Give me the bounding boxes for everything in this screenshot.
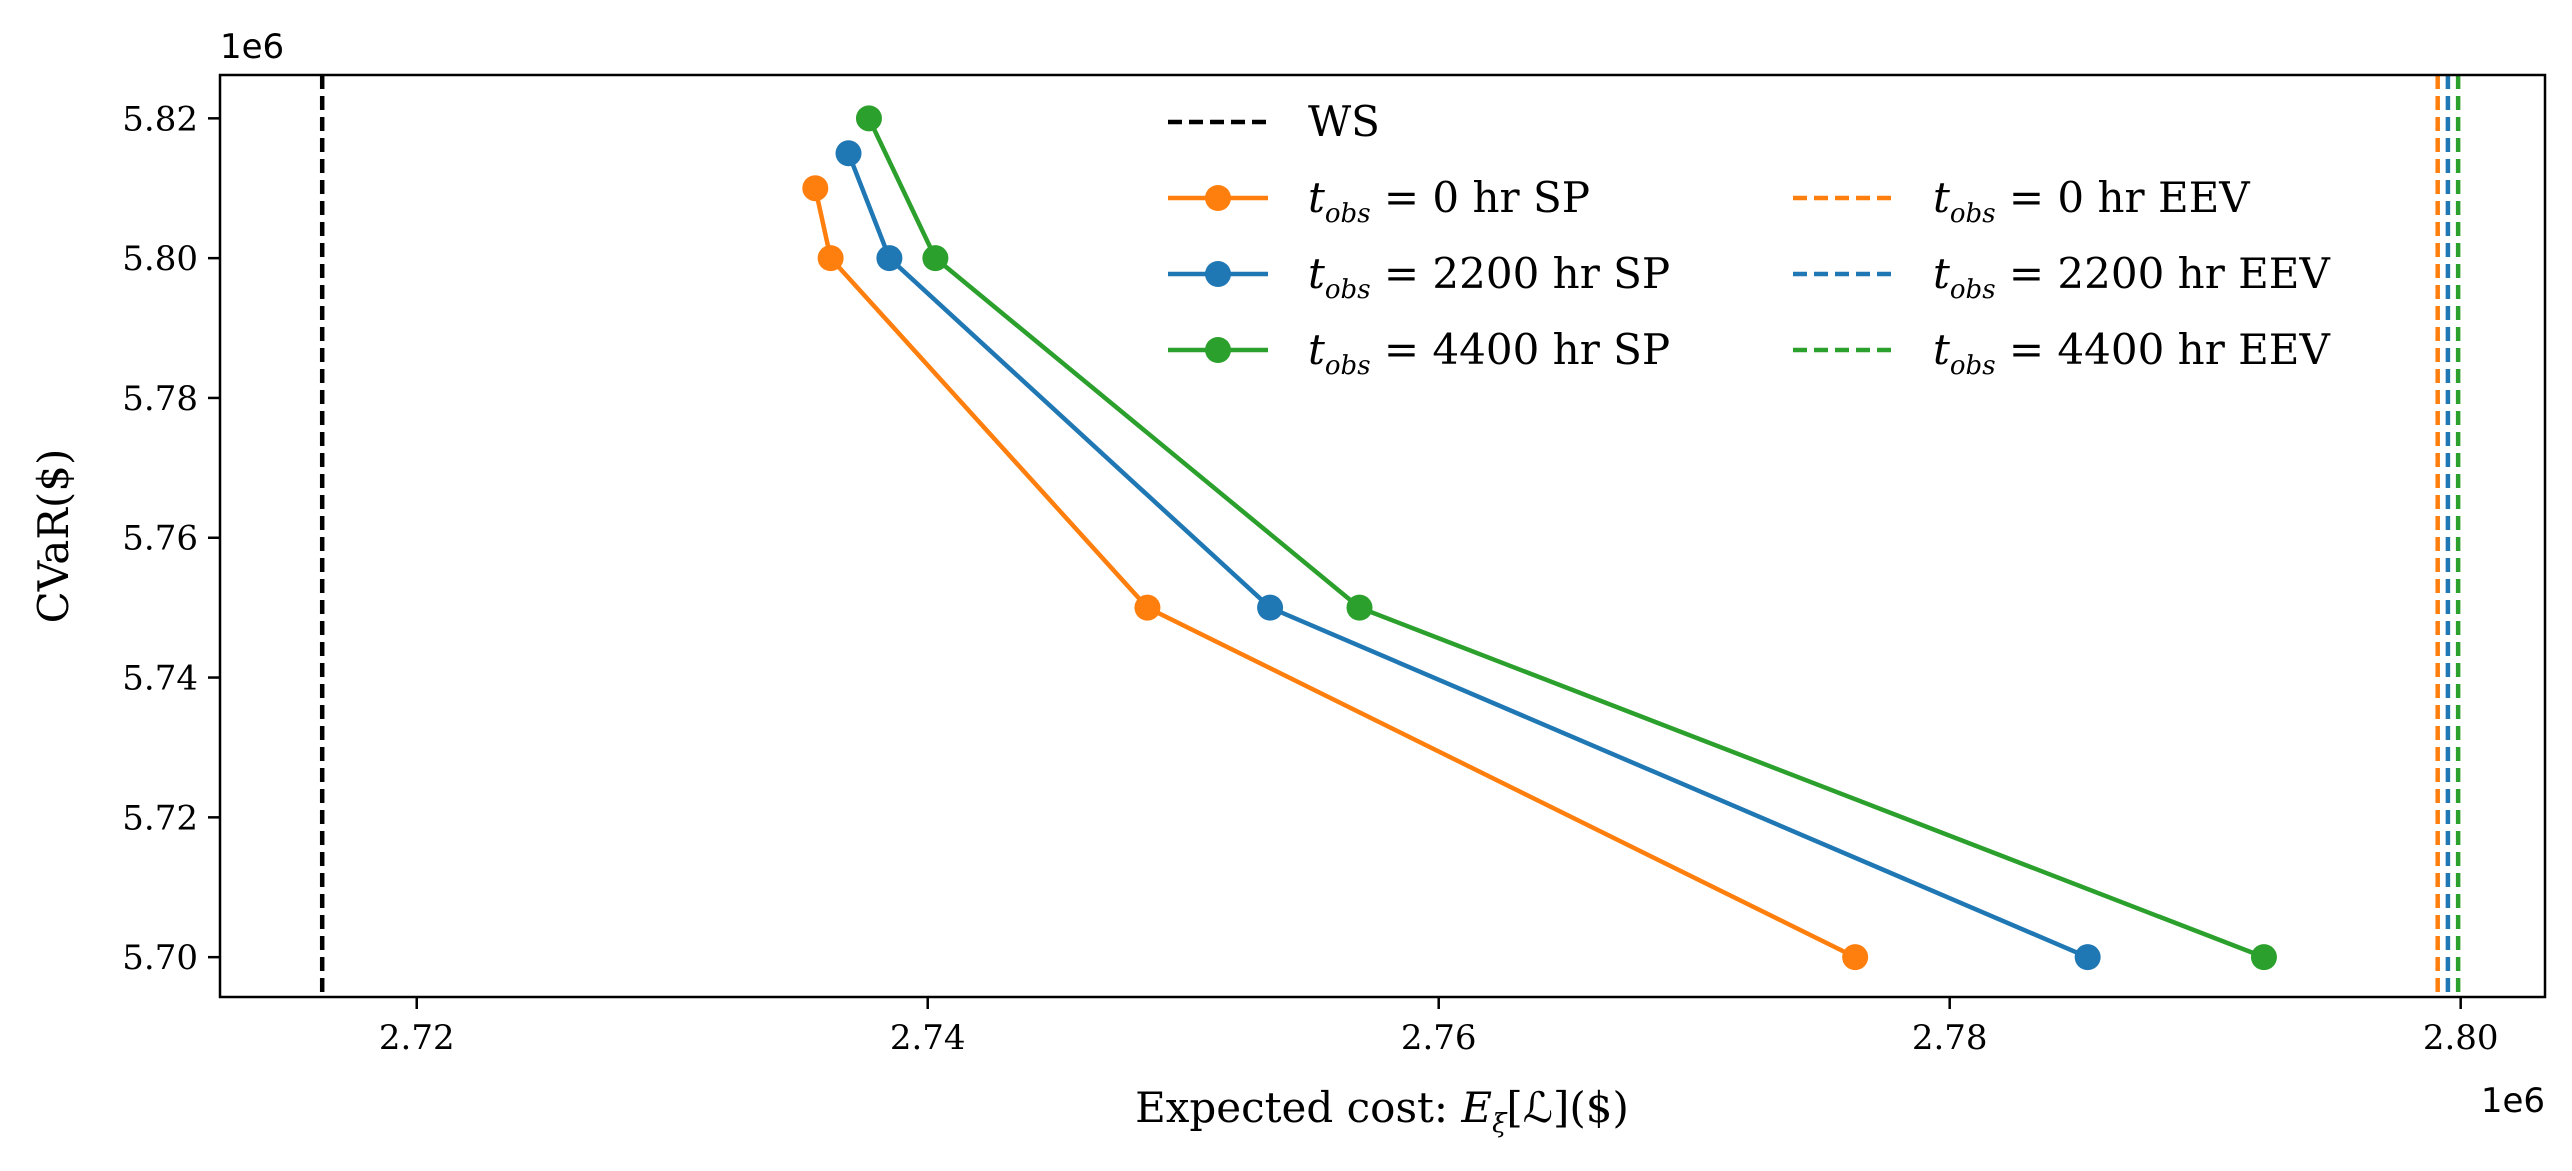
x-label-math-arg: [ℒ] — [1506, 1083, 1569, 1132]
series-line-2 — [866, 117, 2265, 960]
legend-label-1-rest: = 2200 hr SP — [1371, 249, 1671, 298]
y-tick-label-0: 5.70 — [122, 938, 198, 978]
legend-label-1-sub: obs — [1325, 275, 1371, 305]
legend-label-ws: WS — [1308, 97, 1380, 146]
series-2-point-1 — [922, 245, 949, 272]
legend-label-2-var: t — [1308, 325, 1325, 374]
x-tick-label-1: 2.74 — [890, 1018, 966, 1058]
series-0-point-2 — [1134, 594, 1161, 621]
legend-label-1: tobs = 2200 hr SP — [1308, 249, 1670, 305]
series-line-1 — [846, 152, 2089, 960]
legend-label-5-rest: = 4400 hr EEV — [1996, 325, 2331, 374]
x-label-prefix: Expected cost: — [1135, 1083, 1461, 1132]
legend-label-2: tobs = 4400 hr SP — [1308, 325, 1670, 381]
plot-frame — [218, 73, 2547, 999]
x-label-math-e: E — [1460, 1083, 1492, 1132]
legend-label-0: tobs = 0 hr SP — [1308, 173, 1590, 229]
y-tick-label-3: 5.76 — [122, 519, 198, 559]
series-1-point-3 — [2074, 944, 2101, 971]
plot-area — [319, 75, 2461, 997]
legend-label-5: tobs = 4400 hr EEV — [1933, 325, 2330, 381]
legend-label-3: tobs = 0 hr EEV — [1933, 173, 2250, 229]
series-2-point-3 — [2250, 944, 2277, 971]
series-1-point-2 — [1257, 594, 1284, 621]
legend-label-0-sub: obs — [1325, 199, 1371, 229]
series-2-point-0 — [855, 105, 882, 132]
legend-label-4-sub: obs — [1950, 275, 1996, 305]
series-1-point-1 — [876, 245, 903, 272]
legend-label-4-rest: = 2200 hr EEV — [1996, 249, 2331, 298]
series-2-point-2 — [1346, 594, 1373, 621]
legend-label-5-var: t — [1933, 325, 1950, 374]
legend-label-5-sub: obs — [1950, 351, 1996, 381]
legend-label-4-var: t — [1933, 249, 1950, 298]
y-tick-label-2: 5.74 — [122, 659, 198, 699]
axes: 2.72 2.74 2.76 2.78 2.80 5.70 5.72 5.74 5.76 5.78… — [29, 27, 2547, 1139]
legend-label-0-var: t — [1308, 173, 1325, 222]
y-tick-label-5: 5.80 — [122, 239, 198, 279]
legend-label-4: tobs = 2200 hr EEV — [1933, 249, 2330, 305]
x-label-math-sub: ξ — [1492, 1109, 1508, 1139]
series-line-0 — [813, 187, 1857, 960]
y-tick-label-4: 5.78 — [122, 379, 198, 419]
legend-label-0-rest: = 0 hr SP — [1371, 173, 1590, 222]
legend-marker-1 — [1205, 261, 1231, 287]
legend-label-3-sub: obs — [1950, 199, 1996, 229]
series-0-point-1 — [817, 245, 844, 272]
legend-label-3-rest: = 0 hr EEV — [1996, 173, 2251, 222]
y-axis-label: CVaR($) — [29, 449, 78, 624]
legend-marker-2 — [1205, 337, 1231, 363]
legend-label-3-var: t — [1933, 173, 1950, 222]
x-tick-label-3: 2.78 — [1912, 1018, 1988, 1058]
series-1-point-0 — [835, 140, 862, 167]
y-tick-label-6: 5.82 — [122, 99, 198, 139]
x-offset-label: 1e6 — [2481, 1081, 2545, 1121]
legend-marker-0 — [1205, 185, 1231, 211]
y-offset-label: 1e6 — [220, 27, 284, 67]
x-label-suffix: ($) — [1569, 1083, 1629, 1132]
series-0-point-3 — [1842, 944, 1869, 971]
x-axis-label: Expected cost: Eξ[ℒ]($) — [1135, 1083, 1629, 1139]
x-tick-label-0: 2.72 — [379, 1018, 455, 1058]
x-tick-label-2: 2.76 — [1401, 1018, 1477, 1058]
legend-label-2-rest: = 4400 hr SP — [1371, 325, 1671, 374]
legend-label-2-sub: obs — [1325, 351, 1371, 381]
y-tick-label-1: 5.72 — [122, 798, 198, 838]
series-0-point-0 — [802, 175, 829, 202]
legend-label-1-var: t — [1308, 249, 1325, 298]
x-tick-label-4: 2.80 — [2423, 1018, 2499, 1058]
